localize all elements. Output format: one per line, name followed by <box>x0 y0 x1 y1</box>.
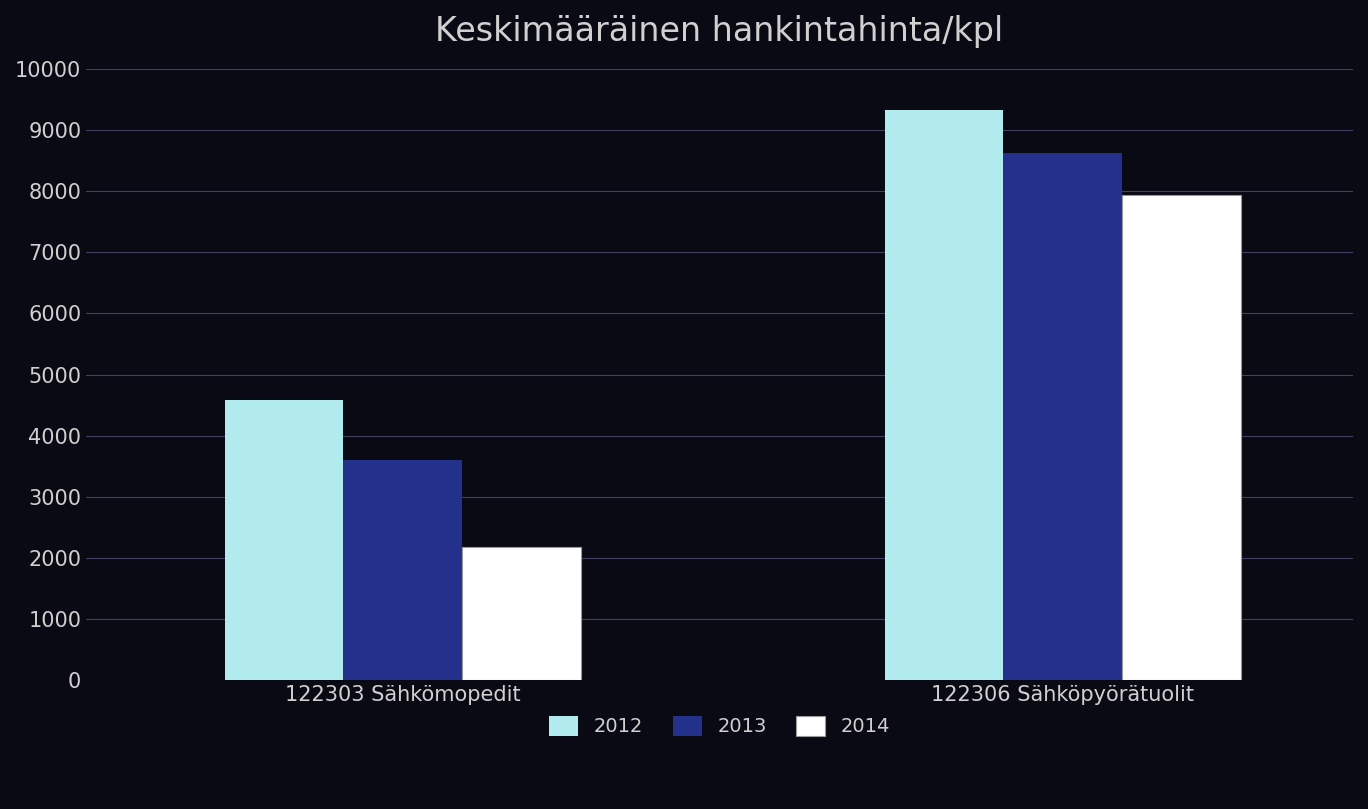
Bar <box>462 547 581 680</box>
Title: Keskimääräinen hankintahinta/kpl: Keskimääräinen hankintahinta/kpl <box>435 15 1004 48</box>
Bar <box>343 460 462 680</box>
Legend: 2012, 2013, 2014: 2012, 2013, 2014 <box>542 708 897 744</box>
Bar <box>1003 153 1122 680</box>
Bar <box>1122 196 1241 680</box>
Bar <box>885 110 1003 680</box>
Bar <box>224 400 343 680</box>
